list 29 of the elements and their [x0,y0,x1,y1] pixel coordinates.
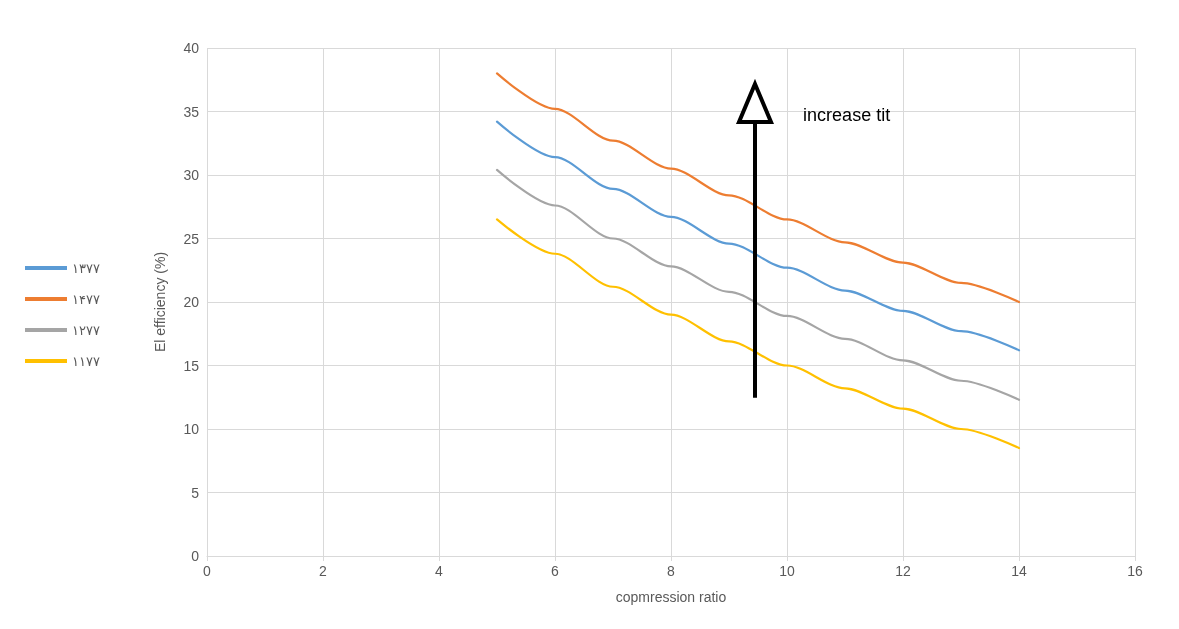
x-tick-label: 12 [895,563,911,579]
x-tick-label: 14 [1011,563,1027,579]
line-series [495,218,1021,450]
y-tick-label: 20 [183,294,200,310]
x-axis-title: copmression ratio [615,589,727,605]
annotation: increase tit [803,104,891,125]
line-series [495,72,1021,304]
legend-label: ۱۱۷۷ [72,353,100,369]
line-series [495,168,1021,401]
legend-label: ۱۲۷۷ [72,322,100,338]
x-tick-label: 10 [779,563,795,579]
legend-label: ۱۳۷۷ [72,260,100,276]
y-tick-label: 30 [183,167,200,183]
legend-label: ۱۴۷۷ [72,291,100,307]
y-tick-label: 0 [191,548,200,564]
x-tick-label: 0 [203,563,212,579]
x-tick-label: 6 [551,563,560,579]
y-tick-label: 15 [183,357,200,374]
y-tick-label: 25 [183,230,200,247]
x-tick-label: 16 [1127,563,1143,579]
y-tick-label: 35 [183,103,200,120]
y-tick-label: 10 [183,421,200,437]
x-tick-label: 8 [667,563,676,579]
x-tick-label: 2 [319,563,328,579]
line-series [495,120,1021,352]
y-tick-label: 5 [191,484,200,501]
x-tick-label: 4 [435,563,444,579]
y-axis-title: El efficiency (%) [152,251,168,353]
y-tick-label: 40 [183,40,200,56]
